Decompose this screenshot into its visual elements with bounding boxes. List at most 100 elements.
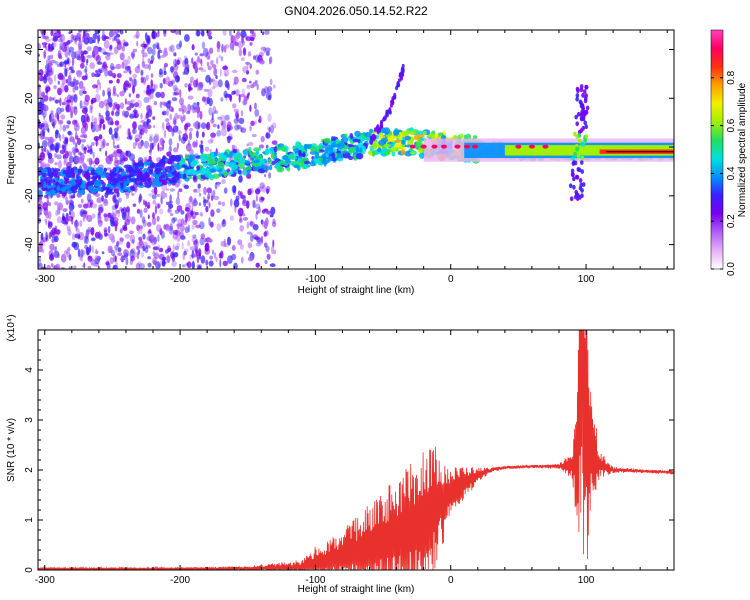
noise-speck [229, 30, 232, 37]
branch-blob [370, 138, 374, 143]
noise-speck [133, 78, 137, 87]
noise-speck [38, 196, 43, 200]
ridge-blob [144, 171, 149, 178]
snr-marks [38, 330, 674, 570]
spike-blob [574, 174, 579, 180]
noise-speck [269, 78, 273, 85]
noise-speck [56, 216, 62, 224]
ridge-blob [210, 152, 215, 159]
noise-speck [60, 107, 65, 113]
noise-speck [219, 258, 222, 268]
noise-speck [57, 160, 62, 169]
noise-speck [86, 214, 93, 223]
noise-speck [157, 50, 161, 60]
ridge-blob [181, 164, 188, 168]
noise-speck [101, 195, 104, 202]
y-tick-label: 2 [24, 467, 35, 473]
ridge-blob [343, 133, 348, 139]
noise-speck [147, 262, 152, 268]
noise-speck [61, 133, 65, 140]
noise-speck [176, 242, 180, 248]
ridge-blob [224, 161, 231, 167]
noise-speck [98, 233, 103, 241]
noise-speck [135, 30, 140, 39]
spike-blob [584, 124, 588, 130]
ridge-blob [83, 172, 91, 178]
ridge-blob [80, 183, 87, 189]
colorbar-label: Normalized spectral amplitude [737, 82, 748, 217]
noise-speck [222, 260, 228, 267]
noise-speck [75, 69, 82, 76]
noise-speck [255, 242, 262, 247]
ridge-blob [267, 158, 273, 165]
noise-speck [246, 93, 250, 99]
noise-speck [90, 99, 94, 105]
snr-panel: -300 -200 -100 0 100 0 1 2 3 4 (x10⁴) Height of s… [6, 314, 675, 595]
noise-speck [263, 231, 267, 237]
noise-speck [89, 108, 93, 114]
noise-speck [197, 248, 202, 257]
spike-blob [579, 128, 584, 134]
noise-speck [85, 123, 89, 129]
noise-speck [137, 261, 142, 267]
noise-speck [63, 250, 68, 255]
noise-speck [55, 263, 61, 269]
noise-speck [148, 94, 151, 102]
noise-speck [86, 60, 88, 66]
noise-speck [65, 79, 69, 84]
noise-speck [86, 193, 92, 202]
ridge-blob [112, 167, 117, 172]
noise-speck [174, 30, 180, 35]
noise-speck [83, 50, 89, 55]
noise-speck [249, 42, 253, 46]
y-tick-label: 4 [24, 367, 35, 373]
ridge-blob [250, 157, 255, 161]
noise-speck [211, 86, 216, 90]
noise-speck [148, 62, 151, 71]
noise-speck [130, 99, 136, 103]
noise-speck [48, 77, 53, 85]
noise-speck [68, 46, 74, 53]
noise-speck [198, 202, 201, 207]
ridge-blob [208, 160, 217, 165]
noise-speck [152, 259, 156, 265]
noise-speck [90, 237, 96, 242]
noise-speck [78, 81, 84, 89]
noise-speck [57, 113, 60, 122]
noise-speck [226, 136, 233, 141]
spike-blob [585, 105, 590, 111]
noise-speck [119, 206, 123, 212]
noise-speck [239, 225, 244, 232]
noise-speck [201, 131, 205, 138]
noise-speck [76, 137, 82, 146]
ridge-blob [105, 188, 113, 194]
noise-speck [242, 217, 249, 221]
noise-speck [96, 61, 103, 65]
colorbar: 0.0 0.2 0.4 0.6 0.8 Normalized spectral ampl… [710, 29, 748, 276]
ridge-blob [269, 164, 273, 171]
noise-speck [130, 51, 136, 58]
noise-speck [146, 105, 151, 111]
colorbar-tick-label: 0.0 [726, 262, 737, 276]
noise-speck [110, 121, 114, 126]
noise-speck [180, 210, 185, 215]
branch-blob [397, 78, 401, 83]
noise-speck [103, 217, 110, 222]
ridge-blob [352, 138, 359, 143]
noise-speck [268, 127, 271, 133]
ridge-blob [391, 151, 396, 157]
noise-speck [258, 144, 265, 149]
noise-speck [215, 256, 218, 263]
noise-speck [168, 225, 174, 235]
spike-blob [570, 168, 575, 174]
noise-speck [42, 147, 45, 153]
hot-spot [472, 144, 479, 149]
x-tick-label: -300 [35, 274, 55, 285]
noise-speck [216, 41, 221, 50]
noise-speck [184, 34, 190, 42]
noise-speck [166, 255, 171, 263]
ridge-blob [465, 133, 472, 140]
noise-speck [251, 134, 257, 138]
noise-speck [170, 251, 175, 259]
y-tick-label: 1 [24, 517, 35, 523]
